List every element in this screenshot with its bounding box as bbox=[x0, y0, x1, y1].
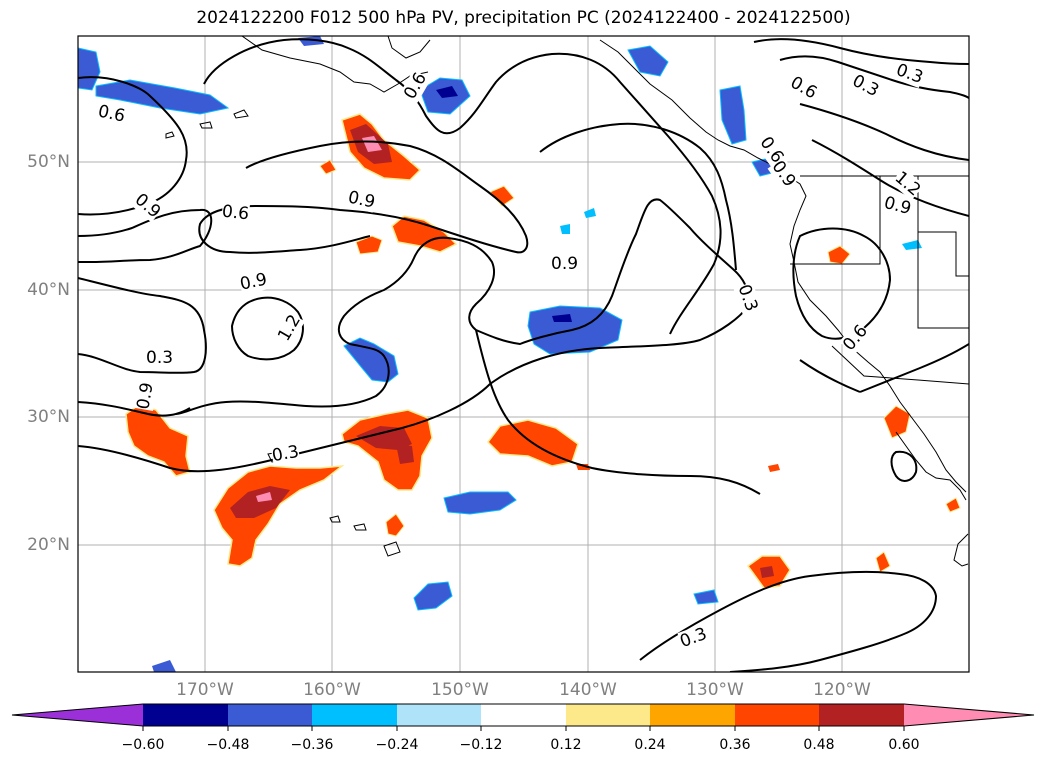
contour-label: 0.3 bbox=[146, 348, 174, 368]
colorbar-segment bbox=[481, 704, 566, 726]
lat-label-40n: 40°N bbox=[27, 280, 70, 300]
colorbar-segment bbox=[650, 704, 735, 726]
lat-label-20n: 20°N bbox=[27, 535, 70, 555]
colorbar-tick-label: 0.36 bbox=[719, 737, 751, 753]
negative-pc-regions bbox=[78, 36, 922, 672]
pv-contours bbox=[78, 38, 969, 672]
colorbar-tick-label: −0.36 bbox=[290, 737, 334, 753]
colorbar-segment bbox=[143, 704, 228, 726]
map-frame bbox=[77, 35, 970, 673]
colorbar-tick-label: −0.24 bbox=[375, 737, 419, 753]
colorbar-segment bbox=[735, 704, 819, 726]
colorbar-segment bbox=[397, 704, 481, 726]
colorbar-tick-label: −0.48 bbox=[206, 737, 250, 753]
colorbar-segment bbox=[312, 704, 397, 726]
colorbar-segment bbox=[566, 704, 650, 726]
colorbar-tick-label: 0.24 bbox=[634, 737, 666, 753]
lon-label-140w: 140°W bbox=[559, 680, 617, 700]
colorbar-tick-label: −0.60 bbox=[121, 737, 165, 753]
map-gridlines bbox=[78, 36, 969, 672]
colorbar bbox=[11, 703, 1035, 731]
lon-label-120w: 120°W bbox=[813, 680, 871, 700]
colorbar-segment bbox=[819, 704, 904, 726]
colorbar-tick-label: 0.60 bbox=[888, 737, 920, 753]
lat-label-30n: 30°N bbox=[27, 407, 70, 427]
colorbar-tick-label: −0.12 bbox=[459, 737, 503, 753]
lon-label-160w: 160°W bbox=[303, 680, 361, 700]
contour-label: 0.9 bbox=[551, 254, 579, 274]
colorbar-segment bbox=[228, 704, 312, 726]
colorbar-segment bbox=[904, 704, 1034, 726]
colorbar-tick-label: 0.12 bbox=[550, 737, 582, 753]
colorbar-tick-label: 0.48 bbox=[803, 737, 835, 753]
positive-pc-regions bbox=[125, 113, 961, 589]
colorbar-segment bbox=[12, 704, 143, 726]
lat-label-50n: 50°N bbox=[27, 152, 70, 172]
map-title: 2024122200 F012 500 hPa PV, precipitatio… bbox=[196, 8, 851, 28]
lon-label-130w: 130°W bbox=[686, 680, 744, 700]
contour-label: 0.6 bbox=[221, 201, 251, 225]
lon-label-170w: 170°W bbox=[176, 680, 234, 700]
lon-label-150w: 150°W bbox=[431, 680, 489, 700]
